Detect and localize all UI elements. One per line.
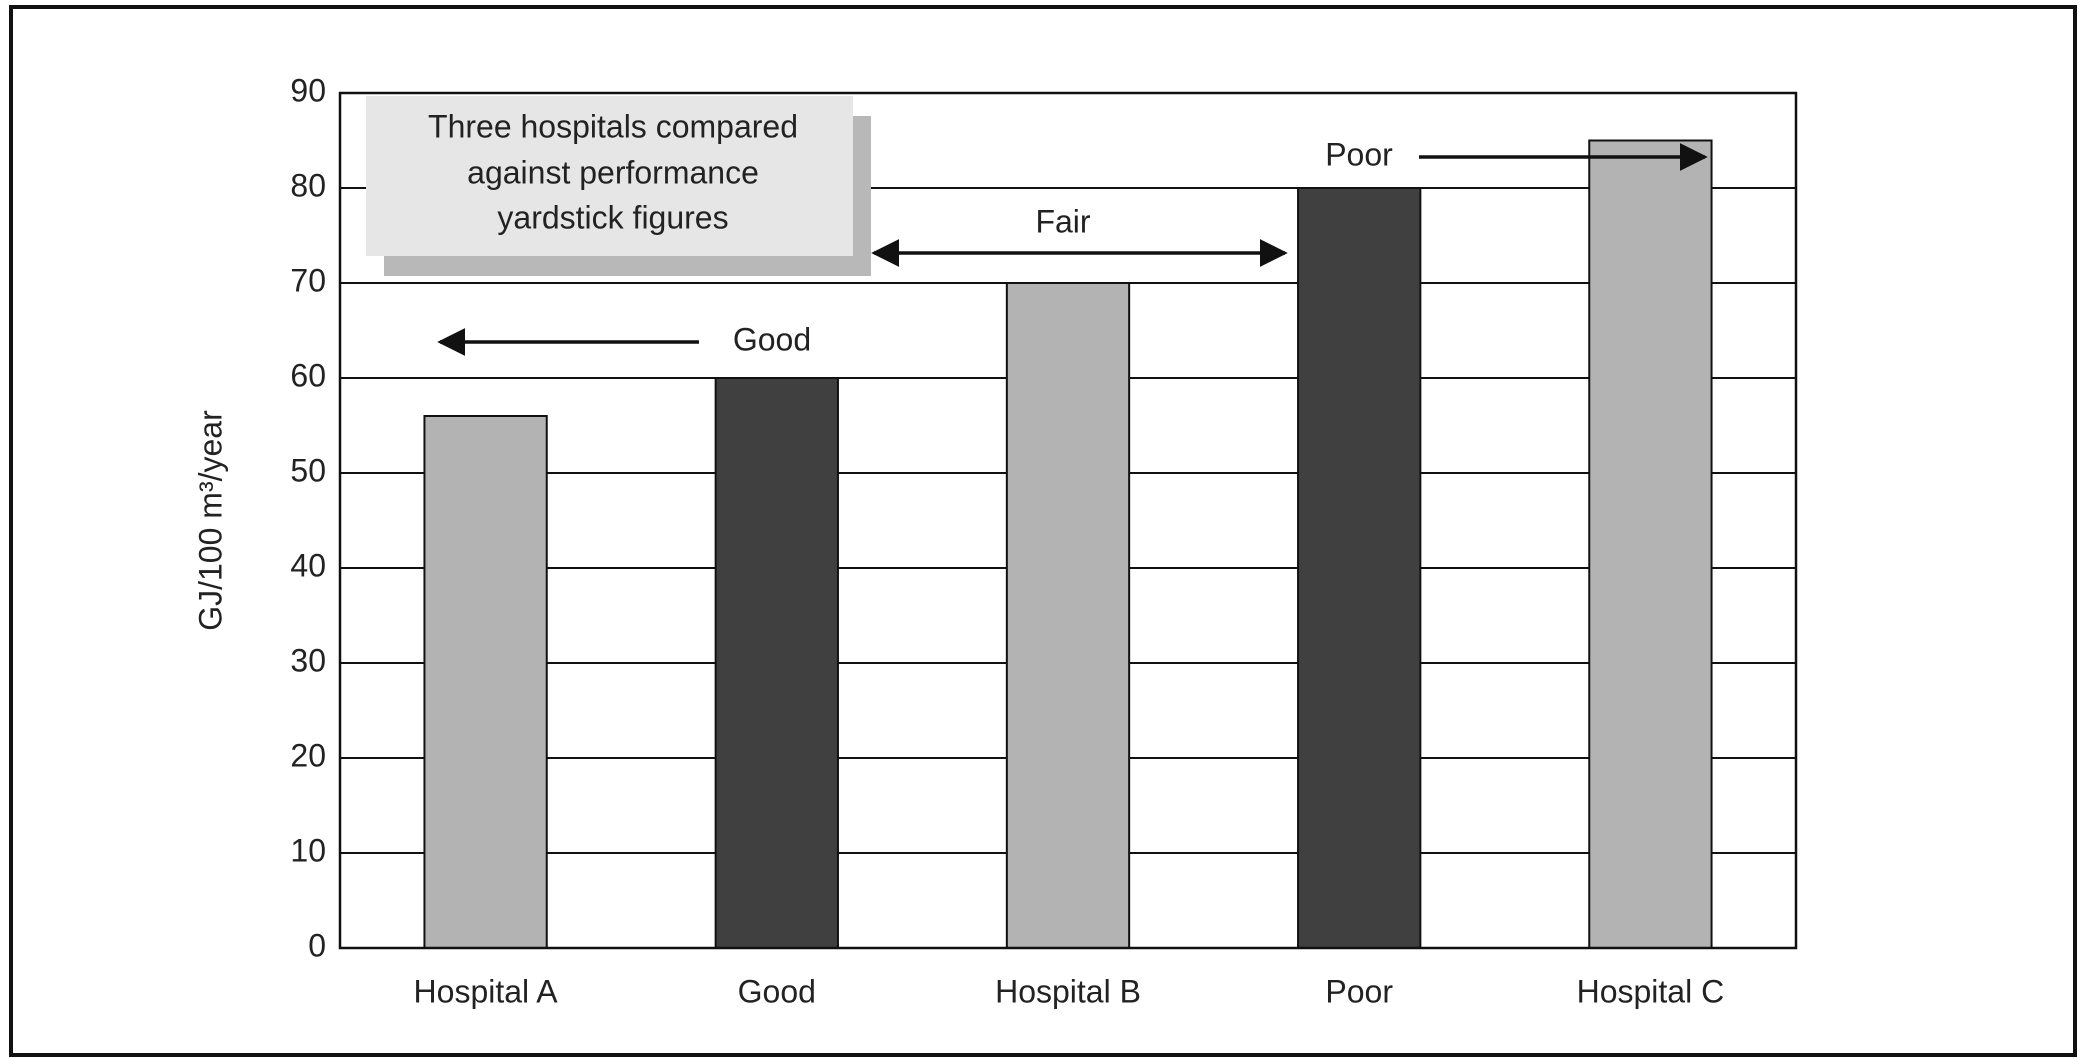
plot-border: [338, 91, 1798, 950]
note-line: against performance: [467, 154, 759, 190]
note-line: yardstick figures: [497, 199, 728, 235]
bar: [1588, 139, 1713, 949]
bar: [1297, 187, 1422, 949]
y-tick-label: 40: [290, 547, 326, 583]
y-tick-label: 70: [290, 262, 326, 298]
y-tick-label: 50: [290, 452, 326, 488]
note-line: Three hospitals compared: [428, 108, 798, 144]
annotation: Poor: [1325, 136, 1393, 172]
x-tick-label: Poor: [1325, 973, 1393, 1009]
y-tick-label: 30: [290, 642, 326, 678]
y-axis-label: GJ/100 m³/year: [192, 410, 228, 631]
x-tick-label: Hospital B: [995, 973, 1141, 1009]
annotation: Fair: [1035, 203, 1090, 239]
y-tick-label: 90: [290, 72, 326, 108]
y-tick-label: 20: [290, 737, 326, 773]
y-tick-label: 10: [290, 832, 326, 868]
y-tick-label: 80: [290, 167, 326, 203]
x-tick-label: Hospital A: [414, 973, 559, 1009]
bar: [423, 415, 548, 949]
x-tick-label: Good: [738, 973, 816, 1009]
bar: [714, 377, 839, 949]
y-tick-label: 0: [308, 927, 326, 963]
bar: [1005, 282, 1131, 949]
x-tick-label: Hospital C: [1577, 973, 1725, 1009]
annotation: Good: [733, 321, 811, 357]
y-tick-label: 60: [290, 357, 326, 393]
note-box: [366, 96, 853, 256]
